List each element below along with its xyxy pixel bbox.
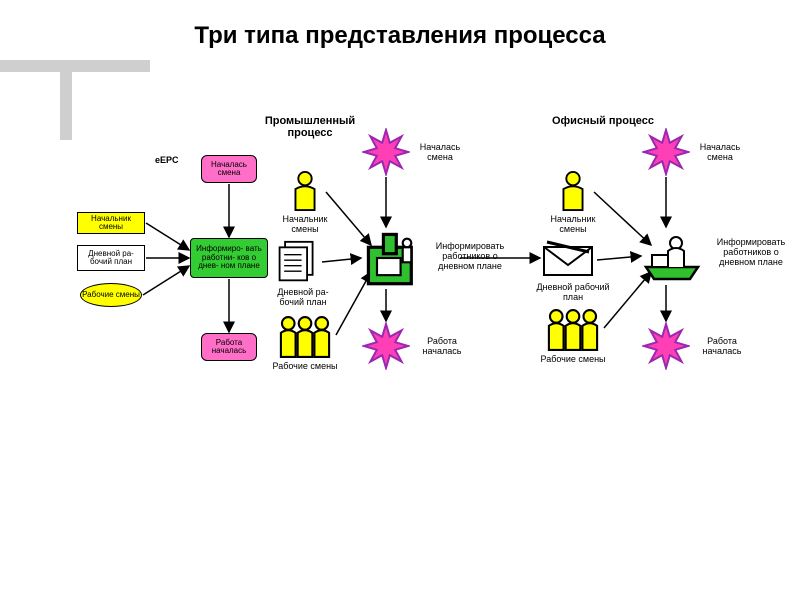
decoration-bar-h	[0, 60, 150, 72]
industrial-header: Промышленный процесс	[255, 115, 365, 141]
boss-label-office: Начальник смены	[538, 215, 608, 237]
epc-function: Информиро- вать работни- ков о днев- ном…	[190, 238, 268, 278]
event-star-1-office	[642, 128, 690, 176]
epc-event-end: Работа началась	[201, 333, 257, 361]
function-label-office: Информировать работников о дневном плане	[705, 238, 797, 282]
eepc-label: eEPC	[155, 156, 179, 166]
page-title: Три типа представления процесса	[0, 22, 800, 50]
workers-label-industrial: Рабочие смены	[270, 362, 340, 384]
decoration-bar-v	[60, 60, 72, 140]
doc-icon-industrial	[272, 240, 322, 284]
epc-event-start: Началась смена	[201, 155, 257, 183]
event-star-2-office	[642, 322, 690, 370]
epc-doc: Дневной ра- бочий план	[77, 245, 145, 271]
workers-icon-office	[543, 308, 603, 352]
boss-icon-industrial	[285, 170, 325, 212]
workers-icon-industrial	[275, 315, 335, 359]
event-label-1-industrial: Началась смена	[410, 143, 470, 165]
event-label-2-office: Работа началась	[692, 337, 752, 359]
doc-label-industrial: Дневной ра- бочий план	[268, 288, 338, 310]
workers-label-office: Рабочие смены	[538, 355, 608, 377]
event-label-2-industrial: Работа началась	[412, 337, 472, 359]
event-star-2-industrial	[362, 322, 410, 370]
event-star-1-industrial	[362, 128, 410, 176]
event-label-1-office: Началась смена	[690, 143, 750, 165]
epc-org-boss: Начальник смены	[77, 212, 145, 234]
function-icon-office	[642, 228, 702, 284]
function-label-industrial: Информировать работников о дневном плане	[425, 242, 515, 278]
function-icon-industrial	[362, 228, 422, 288]
doc-icon-office	[540, 239, 596, 279]
boss-label-industrial: Начальник смены	[270, 215, 340, 237]
boss-icon-office	[553, 170, 593, 212]
doc-label-office: Дневной рабочий план	[530, 283, 616, 305]
epc-org-workers: Рабочие смены	[80, 283, 142, 307]
